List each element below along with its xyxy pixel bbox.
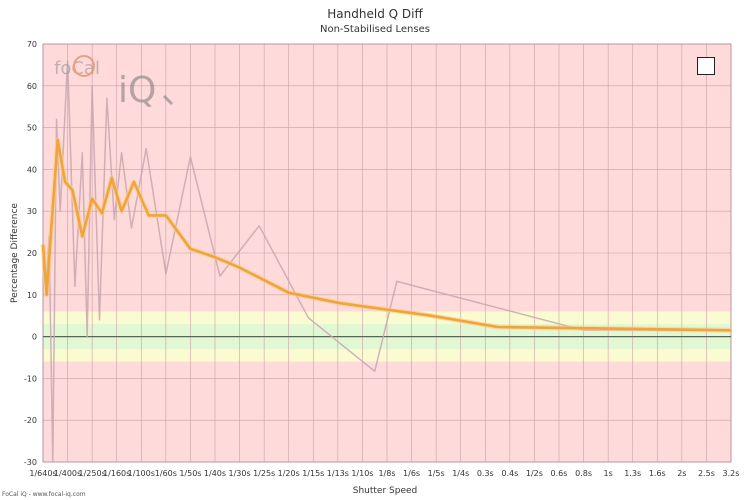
x-tick-label: 1/8s bbox=[378, 469, 395, 478]
y-tick-label: 70 bbox=[27, 40, 37, 49]
x-tick-label: 1/30s bbox=[229, 469, 251, 478]
x-tick-label: 2s bbox=[677, 469, 686, 478]
series-samples-line bbox=[44, 59, 731, 463]
y-tick-label: 10 bbox=[27, 291, 37, 300]
y-tick-label: 30 bbox=[27, 207, 37, 216]
y-tick-label: 60 bbox=[27, 82, 37, 91]
x-tick-label: 1/2s bbox=[526, 469, 543, 478]
x-tick-label: 1/25s bbox=[253, 469, 275, 478]
credit-text: FoCal iQ - www.focal-iq.com bbox=[2, 491, 86, 498]
y-axis-label: Percentage Difference bbox=[10, 203, 20, 303]
x-tick-label: 1/100s bbox=[128, 469, 155, 478]
chart-subtitle: Non-Stabilised Lenses bbox=[320, 24, 430, 35]
x-tick-label: 1s bbox=[604, 469, 613, 478]
x-tick-label: 1.6s bbox=[649, 469, 666, 478]
x-tick-label: 1/5s bbox=[428, 469, 445, 478]
y-tick-label: 0 bbox=[32, 333, 37, 342]
logo-magnifier-handle bbox=[162, 94, 174, 106]
series-average-line bbox=[41, 138, 732, 332]
x-tick-label: 1/6s bbox=[403, 469, 420, 478]
x-tick-label: 1/40s bbox=[204, 469, 226, 478]
x-axis-label: Shutter Speed bbox=[353, 486, 418, 496]
x-tick-label: 1/60s bbox=[155, 469, 177, 478]
y-tick-label: 40 bbox=[27, 165, 37, 174]
x-tick-label: 1/50s bbox=[179, 469, 201, 478]
x-tick-label: 1/640s bbox=[29, 469, 56, 478]
y-tick-label: 20 bbox=[27, 249, 37, 258]
x-tick-label: 1.3s bbox=[624, 469, 641, 478]
x-tick-label: 3.2s bbox=[723, 469, 740, 478]
x-tick-label: 1/13s bbox=[327, 469, 349, 478]
x-tick-label: 1/4s bbox=[452, 469, 469, 478]
y-tick-label: 50 bbox=[27, 124, 37, 133]
x-tick-label: 1/20s bbox=[278, 469, 300, 478]
logo-text-focal: foCal bbox=[54, 58, 100, 79]
x-tick-label: 0.6s bbox=[551, 469, 568, 478]
logo-text-iq: iQ bbox=[118, 70, 156, 111]
series-layer bbox=[40, 59, 732, 463]
y-tick-label: -10 bbox=[24, 374, 37, 383]
x-tick-label: 1/10s bbox=[351, 469, 373, 478]
x-tick-label: 1/15s bbox=[302, 469, 324, 478]
x-tick-label: 1/160s bbox=[103, 469, 130, 478]
x-tick-label: 1/250s bbox=[79, 469, 106, 478]
x-tick-label: 0.4s bbox=[501, 469, 518, 478]
legend-toggle-checkbox[interactable] bbox=[697, 57, 715, 75]
x-tick-label: 0.8s bbox=[575, 469, 592, 478]
x-tick-label: 1/400s bbox=[54, 469, 81, 478]
chart-title: Handheld Q Diff bbox=[327, 7, 423, 21]
y-tick-labels: -30 -20 -10 0 10 20 30 40 50 60 70 bbox=[24, 40, 37, 467]
y-tick-label: -20 bbox=[24, 416, 37, 425]
x-tick-label: 2.5s bbox=[698, 469, 715, 478]
y-tick-label: -30 bbox=[24, 458, 37, 467]
x-tick-label: 0.3s bbox=[477, 469, 494, 478]
logo-ring bbox=[73, 55, 95, 77]
focal-iq-logo: foCal iQ bbox=[54, 55, 174, 111]
